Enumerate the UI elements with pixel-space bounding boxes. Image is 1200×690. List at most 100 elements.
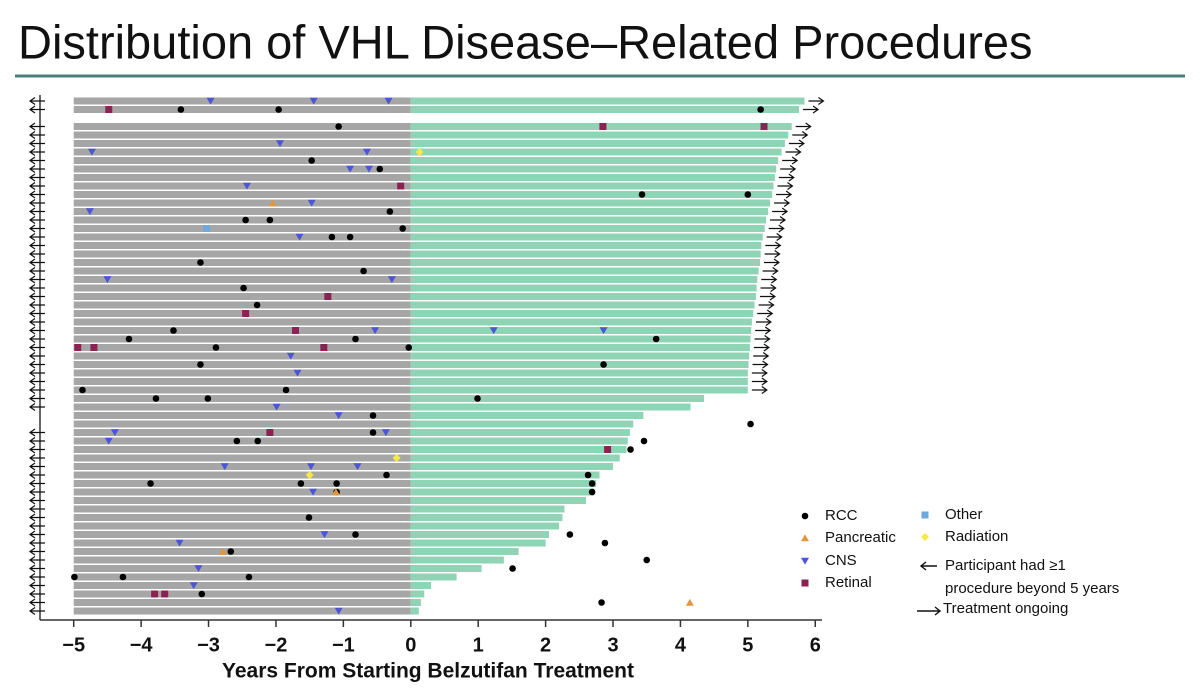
event-marker: [305, 514, 313, 521]
event-marker: [334, 412, 343, 420]
beyond-arrow: [28, 199, 45, 207]
treatment-bar: [410, 199, 771, 207]
event-marker: [760, 123, 768, 130]
treatment-bar: [410, 369, 748, 377]
event-marker: [744, 191, 752, 198]
ongoing-arrow: [752, 360, 769, 369]
beyond-arrow: [28, 428, 45, 437]
treatment-bar: [410, 531, 549, 538]
event-marker: [309, 97, 318, 105]
event-marker: [685, 598, 694, 606]
event-marker: [295, 233, 304, 241]
event-marker: [198, 590, 206, 598]
event-marker: [151, 590, 159, 598]
event-marker: [566, 531, 574, 538]
pre-treatment-bar: [73, 556, 411, 564]
treatment-bar: [410, 165, 777, 173]
beyond-arrow: [28, 454, 45, 462]
treatment-bar: [410, 361, 749, 368]
event-marker: [600, 361, 607, 368]
event-marker: [399, 225, 406, 232]
pre-treatment-bar: [73, 573, 411, 581]
event-marker: [125, 335, 133, 343]
legend-note: procedure beyond 5 years: [945, 580, 1119, 597]
beyond-arrow: [28, 598, 45, 607]
event-marker: [643, 556, 651, 564]
event-marker: [320, 531, 329, 539]
event-marker: [90, 344, 98, 351]
event-marker: [598, 599, 605, 606]
beyond-arrow: [28, 471, 45, 479]
event-marker: [381, 429, 390, 437]
treatment-bar: [410, 233, 763, 241]
ongoing-arrow: [792, 131, 809, 139]
event-marker: [74, 344, 82, 351]
treatment-bar: [410, 318, 752, 326]
event-marker: [275, 140, 284, 148]
beyond-arrow: [28, 513, 45, 522]
legend-note: Treatment ongoing: [943, 600, 1068, 617]
ongoing-arrow: [762, 267, 779, 275]
pre-treatment-bar: [73, 259, 411, 266]
event-marker: [588, 488, 596, 496]
ongoing-arrow: [766, 233, 783, 241]
treatment-bar: [410, 429, 630, 436]
beyond-arrow: [28, 224, 45, 233]
ongoing-arrow: [760, 284, 777, 292]
beyond-arrow: [28, 386, 45, 394]
event-marker: [376, 165, 384, 173]
x-axis-label: Years From Starting Belzutifan Treatment: [222, 660, 634, 683]
legend-note: Participant had ≥1: [945, 557, 1066, 574]
beyond-arrow: [28, 590, 45, 598]
treatment-bar: [410, 335, 751, 343]
beyond-arrow: [28, 267, 45, 275]
beyond-arrow: [28, 564, 45, 573]
event-marker: [79, 386, 86, 394]
legend-marker: [801, 512, 809, 520]
pre-treatment-bar: [73, 293, 411, 300]
event-marker: [161, 590, 169, 598]
pre-treatment-bar: [73, 420, 411, 428]
ongoing-arrow: [808, 97, 825, 105]
pre-treatment-bar: [73, 590, 411, 598]
treatment-bar: [410, 250, 761, 258]
event-marker: [397, 182, 405, 190]
beyond-arrow: [28, 445, 45, 454]
event-marker: [152, 395, 160, 402]
event-marker: [218, 547, 227, 555]
pre-treatment-bar: [73, 225, 411, 232]
event-marker: [227, 548, 235, 555]
beyond-arrow: [28, 105, 45, 114]
ongoing-arrow: [753, 352, 770, 360]
treatment-bar: [410, 267, 759, 275]
ongoing-arrow: [759, 292, 776, 301]
ongoing-arrow: [751, 377, 768, 386]
beyond-arrow: [28, 326, 45, 335]
pre-treatment-bar: [73, 412, 411, 419]
event-marker: [197, 259, 204, 266]
ongoing-arrow: [803, 105, 820, 114]
beyond-arrow: [28, 581, 45, 590]
event-marker: [588, 480, 596, 487]
x-tick-label: −1: [332, 634, 355, 656]
event-marker: [331, 488, 340, 496]
event-marker: [291, 327, 299, 334]
beyond-arrow: [28, 318, 45, 326]
ongoing-arrow: [774, 199, 791, 207]
pre-treatment-bar: [73, 301, 411, 309]
beyond-arrow: [28, 530, 45, 539]
pre-treatment-bar: [73, 437, 411, 445]
event-marker: [584, 471, 592, 479]
beyond-arrow: [28, 403, 45, 411]
event-marker: [266, 429, 274, 436]
pre-treatment-bar: [73, 157, 411, 164]
ongoing-arrow: [755, 318, 772, 326]
event-marker: [371, 327, 380, 335]
event-marker: [253, 301, 261, 309]
ongoing-arrow: [777, 182, 794, 190]
beyond-arrow: [28, 352, 45, 360]
beyond-arrow: [28, 301, 45, 309]
event-marker: [387, 276, 396, 284]
event-marker: [103, 276, 112, 284]
pre-treatment-bar: [73, 599, 411, 606]
